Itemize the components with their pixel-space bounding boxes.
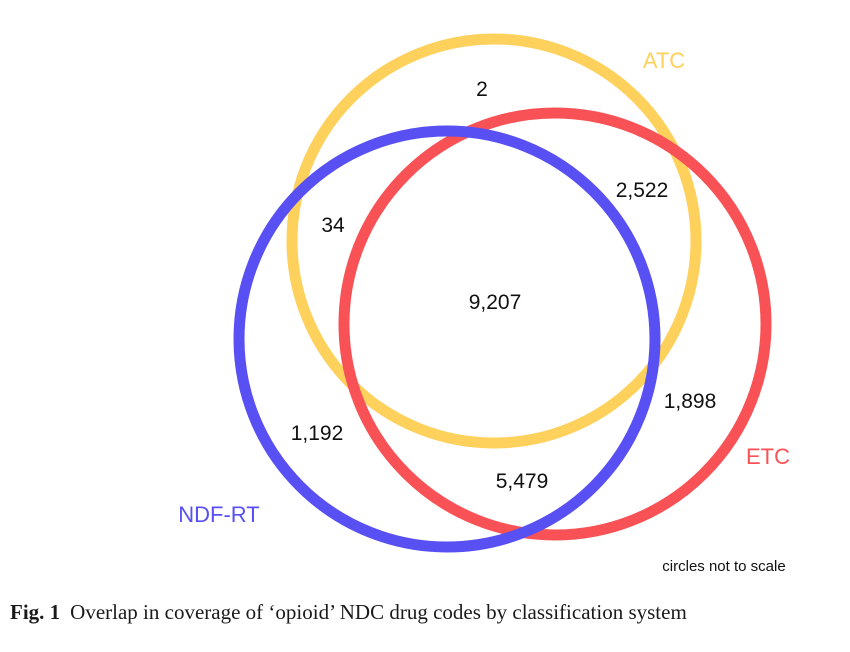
atc-circle — [286, 33, 702, 449]
etc-circle — [338, 107, 772, 541]
region-ndfrt-only: 1,192 — [291, 422, 344, 445]
venn-diagram: ATC ETC NDF-RT 2 34 2,522 9,207 1,898 1,… — [178, 33, 790, 575]
figure-caption: Fig. 1 Overlap in coverage of ‘opioid’ ND… — [10, 600, 840, 625]
scale-note: circles not to scale — [662, 558, 785, 575]
caption-text: Overlap in coverage of ‘opioid’ NDC drug… — [70, 600, 687, 624]
figure-number: Fig. 1 — [10, 600, 61, 624]
ndfrt-label: NDF-RT — [178, 502, 259, 527]
etc-label: ETC — [746, 444, 790, 469]
region-atc-only: 2 — [476, 78, 488, 101]
region-atc-etc: 2,522 — [616, 179, 669, 202]
region-all-three: 9,207 — [469, 291, 522, 314]
ndfrt-circle — [233, 125, 661, 553]
region-atc-ndfrt: 34 — [321, 214, 345, 237]
region-etc-ndfrt: 5,479 — [496, 470, 549, 493]
region-etc-only: 1,898 — [664, 390, 717, 413]
atc-label: ATC — [643, 48, 685, 73]
